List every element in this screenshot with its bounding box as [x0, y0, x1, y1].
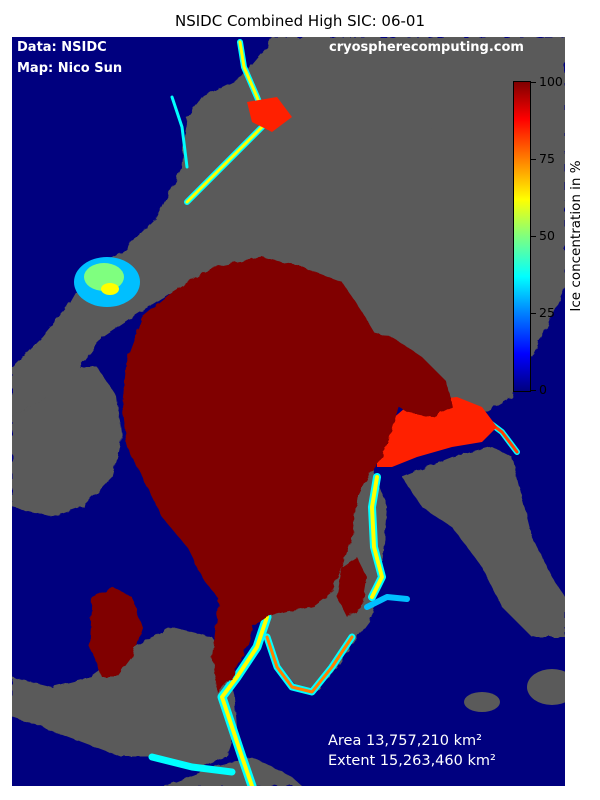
extent-readout: Extent 15,263,460 km²	[328, 753, 496, 769]
map-title: NSIDC Combined High SIC: 06-01	[174, 12, 425, 30]
land-masses	[12, 37, 565, 786]
colorbar-tick-label: 25	[539, 305, 555, 320]
colorbar-tick-label: 50	[539, 228, 555, 243]
colorbar	[513, 81, 531, 392]
islands	[427, 126, 565, 712]
sea-ice-map	[12, 37, 565, 786]
colorbar-tick-label: 75	[539, 151, 555, 166]
site-credit: cryospherecomputing.com	[329, 40, 524, 55]
colorbar-tick	[531, 313, 536, 314]
sea-ice-map-canvas	[12, 37, 565, 786]
area-readout: Area 13,757,210 km²	[328, 733, 482, 749]
colorbar-tick-label: 0	[539, 382, 547, 397]
data-credit: Data: NSIDC	[17, 40, 107, 55]
colorbar-tick-label: 100	[539, 74, 563, 89]
colorbar-tick	[531, 236, 536, 237]
colorbar-tick	[531, 82, 536, 83]
arctic-pack-ice	[90, 257, 452, 692]
map-credit: Map: Nico Sun	[17, 61, 123, 76]
colorbar-tick	[531, 159, 536, 160]
colorbar-tick	[531, 390, 536, 391]
colorbar-label: Ice concentration in %	[568, 160, 584, 312]
marginal-ice-red	[377, 397, 497, 467]
